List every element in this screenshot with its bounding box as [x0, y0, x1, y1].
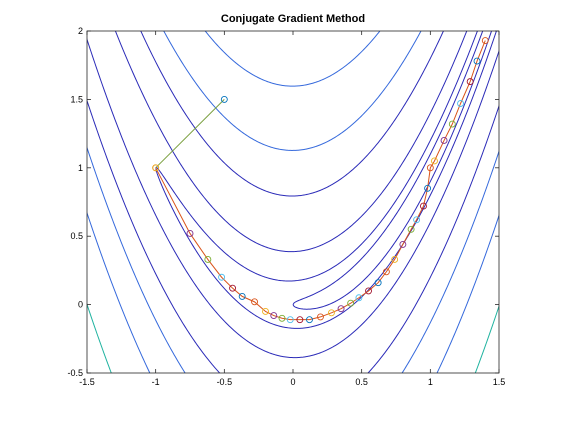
iterate-marker	[152, 164, 160, 172]
iterate-marker	[306, 316, 313, 324]
iterate-marker	[262, 307, 269, 315]
iterate-marker	[374, 279, 382, 287]
contour-level-3	[87, 31, 499, 359]
iterate-marker	[270, 312, 278, 319]
contour-level-4	[87, 31, 499, 373]
x-tick-label: -0.5	[217, 377, 233, 387]
iterate-marker	[286, 316, 294, 324]
iterate-marker	[426, 164, 434, 172]
y-tick-label: -0.5	[67, 368, 83, 378]
iterate-marker	[424, 184, 432, 192]
x-tick-label: 1	[428, 377, 433, 387]
x-tick-label: 0.5	[355, 377, 368, 387]
iterate-marker	[448, 120, 456, 128]
iterate-marker	[407, 225, 415, 233]
iterate-marker	[278, 314, 286, 322]
chart-title: Conjugate Gradient Method	[220, 13, 366, 25]
iterate-marker	[317, 313, 324, 321]
iterate-marker	[413, 216, 421, 224]
y-tick-label: 1	[78, 163, 83, 173]
iterate-marker	[365, 287, 372, 295]
iterate-marker	[337, 305, 345, 313]
series-line-1	[155, 99, 225, 169]
iterate-marker	[431, 157, 438, 165]
iterate-marker	[457, 100, 464, 107]
contour-level-2	[155, 31, 497, 329]
iterate-marker	[251, 298, 259, 306]
contour-level-1	[292, 31, 493, 310]
y-tick-label: 0	[78, 300, 83, 310]
iterate-marker	[186, 230, 194, 237]
iterate-marker	[391, 256, 399, 263]
y-tick-label: 2	[78, 26, 83, 36]
x-tick-label: -1	[152, 377, 160, 387]
series-line-2	[155, 40, 486, 321]
x-tick-label: 1.5	[493, 377, 506, 387]
iterate-marker	[440, 136, 448, 144]
iterate-marker	[382, 268, 390, 276]
iterate-marker	[204, 256, 212, 263]
iterate-marker	[420, 202, 427, 210]
iterate-marker	[238, 292, 246, 300]
iterate-marker	[296, 316, 304, 324]
iterate-marker	[328, 309, 335, 317]
iterate-marker	[473, 57, 481, 65]
x-tick-label: 0	[290, 377, 295, 387]
iterate-marker	[355, 294, 363, 302]
iterate-marker	[481, 37, 489, 45]
series-group	[152, 37, 489, 324]
iterate-marker	[347, 299, 355, 307]
iterate-marker	[229, 284, 237, 292]
x-tick-label: -1.5	[79, 377, 95, 387]
iterate-marker	[466, 78, 474, 86]
iterate-marker	[220, 95, 228, 103]
y-tick-label: 1.5	[70, 94, 83, 104]
y-tick-label: 0.5	[70, 231, 83, 241]
iterate-marker	[399, 240, 407, 248]
iterate-marker	[218, 273, 226, 281]
